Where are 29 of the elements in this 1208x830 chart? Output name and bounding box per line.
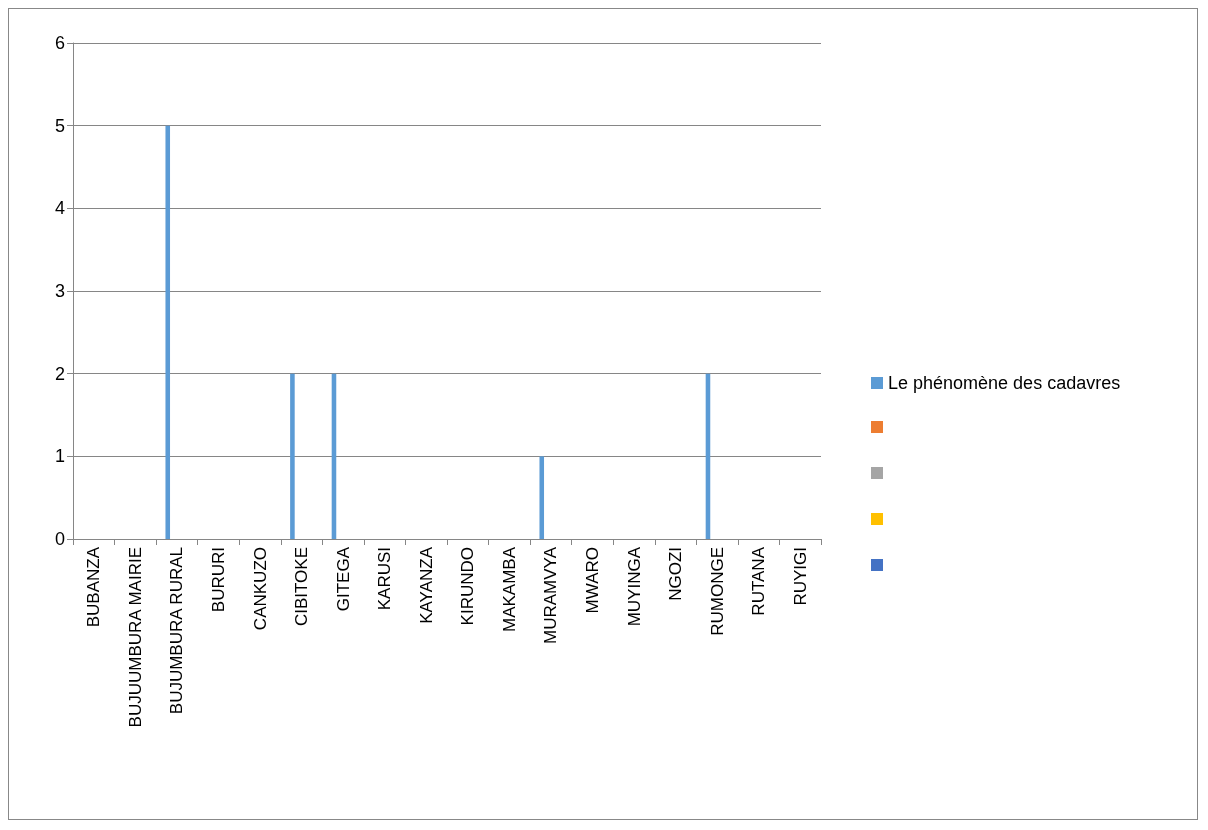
x-tick-label: BUJUMBURA RURAL (167, 547, 187, 715)
y-tick-label: 0 (54, 529, 65, 549)
x-tick-label: GITEGA (333, 546, 353, 612)
y-tick-label: 4 (54, 198, 65, 219)
y-tick-label: 5 (54, 115, 65, 136)
x-tick-label: KARUSI (375, 547, 395, 611)
y-tick-label: 1 (54, 446, 65, 467)
y-tick-label: 2 (54, 363, 65, 384)
x-tick-label: RUMONGE (707, 547, 727, 636)
x-tick-label: CANKUZO (250, 547, 270, 631)
x-tick-label: NGOZI (666, 547, 686, 601)
x-tick-label: MUYINGA (624, 546, 644, 627)
x-tick-label: KAYANZA (416, 546, 436, 624)
bar (165, 125, 171, 539)
legend-label: Le phénomène des cadavres (888, 373, 1121, 393)
x-tick-label: RUTANA (749, 546, 769, 616)
y-tick-label: 3 (54, 281, 65, 301)
x-tick-label: BURURI (208, 547, 228, 613)
bar (290, 373, 295, 539)
bar (539, 456, 545, 539)
x-tick-label: BUBANZA (84, 546, 104, 628)
x-tick-label: BUJUUMBURA MAIRIE (125, 547, 145, 728)
x-tick-label: MURAMVYA (541, 546, 561, 644)
y-tick-label: 6 (54, 33, 65, 53)
x-tick-label: MAKAMBA (499, 546, 519, 633)
x-tick-label: CIBITOKE (292, 547, 312, 627)
x-tick-label: KIRUNDO (458, 547, 478, 626)
x-tick-label: MWARO (582, 547, 602, 614)
x-tick-label: RUYIGI (790, 547, 810, 606)
